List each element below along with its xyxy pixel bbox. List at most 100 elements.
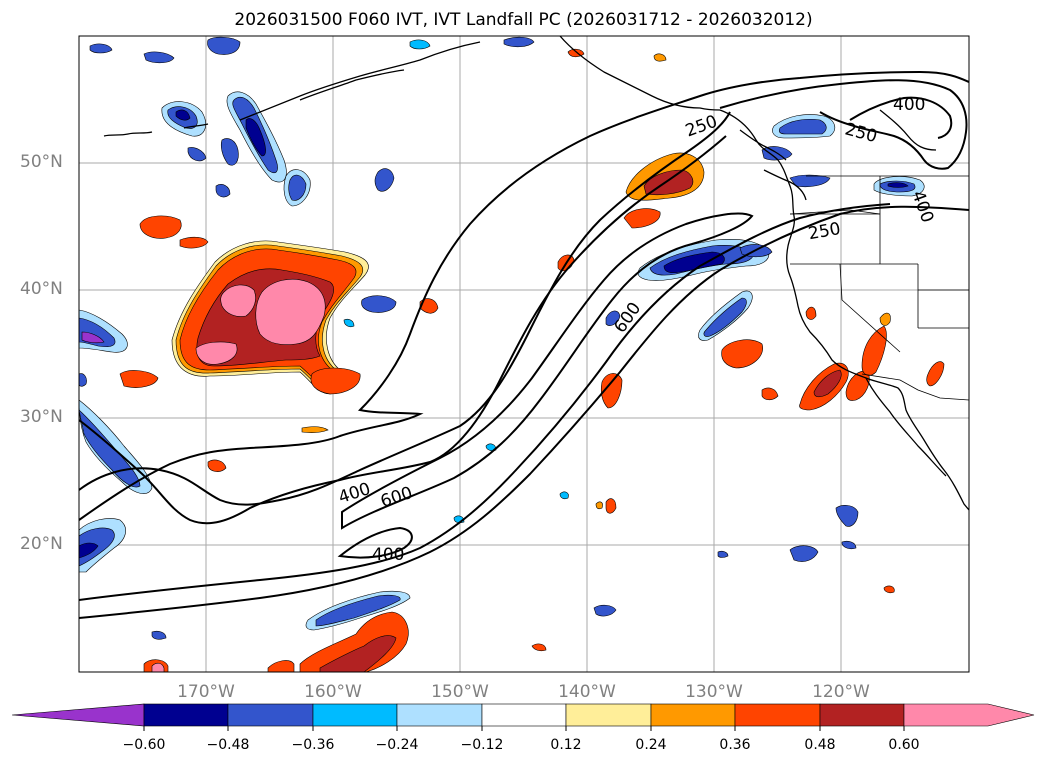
contour-250-outer bbox=[79, 205, 969, 619]
coastlines bbox=[103, 36, 969, 511]
graticule bbox=[79, 36, 969, 672]
warm-blob-ca-1-red bbox=[813, 369, 842, 398]
contour-250-west bbox=[79, 135, 727, 525]
cool-blob-top-2 bbox=[143, 51, 175, 64]
warm-blob-gulf-2 bbox=[623, 208, 661, 229]
cool-blob-s-6 bbox=[717, 550, 729, 558]
warm-blob-large-pink-1 bbox=[255, 279, 326, 345]
state-border-wa-or bbox=[789, 209, 881, 215]
coastline-islands-1 bbox=[103, 131, 153, 137]
negative-anomalies bbox=[79, 36, 925, 640]
coastline-alaska bbox=[559, 36, 721, 111]
cool-blob-nw-3-blue bbox=[288, 174, 307, 201]
colorbar-extend-high bbox=[903, 703, 1035, 727]
colorbar-label-2: −0.48 bbox=[206, 737, 250, 753]
colorbar-label-5: −0.12 bbox=[460, 737, 504, 753]
coastline-alaska-inner bbox=[299, 69, 405, 101]
warm-blob-w4 bbox=[310, 367, 361, 395]
cool-blob-c-2-blue bbox=[703, 297, 747, 337]
cool-blob-nw-7 bbox=[374, 168, 395, 192]
colorbar-extend-low bbox=[11, 703, 145, 727]
cool-blob-s-7 bbox=[841, 540, 857, 550]
warm-blob-ca-4 bbox=[926, 361, 945, 387]
coastline-vancouver bbox=[763, 169, 807, 201]
colorbar-label-3: −0.36 bbox=[291, 737, 335, 753]
cool-blob-nw-1-navy bbox=[245, 118, 266, 157]
coastline-bc-islands bbox=[739, 129, 787, 161]
cool-blob-s-9 bbox=[559, 491, 569, 500]
cool-blob-w-3-navy bbox=[79, 542, 99, 559]
colorbar-swatch-4 bbox=[396, 703, 483, 727]
warm-blob-s5 bbox=[605, 498, 617, 514]
cool-blob-w-2-blue bbox=[79, 409, 141, 488]
warm-blob-large-pink-2 bbox=[220, 284, 256, 317]
positive-anomalies bbox=[119, 48, 945, 672]
lon-label-170w: 170°W bbox=[177, 682, 235, 702]
map-frame bbox=[78, 35, 970, 673]
state-borders bbox=[790, 176, 969, 353]
contour-250-ne bbox=[719, 79, 968, 170]
warm-blob-s2 bbox=[267, 660, 295, 672]
border-us-mexico bbox=[861, 373, 969, 401]
lon-label-150w: 150°W bbox=[431, 682, 489, 702]
cool-blob-s-4 bbox=[593, 604, 617, 617]
cool-blob-nw-5 bbox=[187, 147, 207, 162]
colorbar-swatch-6 bbox=[565, 703, 652, 727]
warm-blob-w1 bbox=[139, 215, 182, 239]
coastline-baja bbox=[865, 377, 947, 477]
warm-blob-w7 bbox=[419, 298, 439, 314]
colorbar bbox=[11, 703, 1035, 731]
contour-600-inner bbox=[341, 212, 754, 530]
warm-blob-mid-3 bbox=[721, 339, 763, 369]
colorbar-ticks bbox=[143, 726, 905, 731]
colorbar-swatch-2 bbox=[227, 703, 314, 727]
cool-blob-bc-4 bbox=[789, 174, 831, 188]
cool-blob-center-navy bbox=[663, 251, 725, 274]
warm-blob-top-2 bbox=[653, 53, 667, 62]
lon-label-140w: 140°W bbox=[558, 682, 616, 702]
warm-blob-s4 bbox=[531, 643, 547, 652]
colorbar-label-4: −0.24 bbox=[375, 737, 419, 753]
chart-title: 2026031500 F060 IVT, IVT Landfall PC (20… bbox=[234, 10, 813, 30]
warm-blob-large-pink-3 bbox=[195, 341, 238, 365]
coastline-islands-2 bbox=[183, 123, 209, 129]
lon-label-120w: 120°W bbox=[812, 682, 870, 702]
contour-400-west bbox=[79, 70, 969, 521]
cool-blob-w-5 bbox=[361, 295, 397, 313]
warm-blob-w2 bbox=[179, 236, 209, 249]
lon-label-160w: 160°W bbox=[304, 682, 362, 702]
cool-blob-w-6 bbox=[343, 318, 355, 328]
coastline-hudson bbox=[879, 109, 937, 151]
cool-blob-c-3 bbox=[605, 310, 621, 326]
colorbar-label-10: 0.60 bbox=[888, 737, 920, 753]
warm-blob-s7 bbox=[883, 585, 895, 594]
contour-400-west-inner bbox=[79, 111, 731, 506]
cool-blob-nw-4 bbox=[220, 138, 239, 166]
cool-blob-w-1-purple bbox=[81, 331, 105, 344]
coastline-north-america bbox=[719, 109, 969, 511]
lat-label-50n: 50°N bbox=[20, 152, 63, 172]
lon-label-130w: 130°W bbox=[685, 682, 743, 702]
warm-blob-w6 bbox=[207, 459, 227, 472]
ivt-contours bbox=[79, 70, 969, 619]
lat-label-40n: 40°N bbox=[20, 279, 63, 299]
warm-blob-s1-red bbox=[319, 635, 397, 672]
lat-label-20n: 20°N bbox=[20, 534, 63, 554]
contour-label-ne-400: 400 bbox=[893, 95, 925, 115]
contour-400-small-loop bbox=[337, 526, 413, 559]
warm-blob-ca-2 bbox=[845, 370, 870, 401]
colorbar-swatch-1 bbox=[143, 703, 229, 727]
warm-blob-mid-4 bbox=[761, 387, 779, 401]
colorbar-label-7: 0.24 bbox=[635, 737, 667, 753]
cool-blob-bc-1-blue bbox=[778, 118, 827, 135]
colorbar-label-8: 0.36 bbox=[719, 737, 751, 753]
contour-400-outer bbox=[79, 203, 891, 601]
cool-blob-w-2 bbox=[79, 399, 153, 494]
cool-blob-s-2 bbox=[789, 545, 819, 562]
cool-blob-bc-3-navy bbox=[887, 182, 909, 188]
colorbar-swatch-7 bbox=[650, 703, 736, 727]
contour-label-south-400: 400 bbox=[372, 545, 404, 565]
warm-blob-s3-pink bbox=[151, 662, 165, 672]
coastline-aleutians bbox=[239, 41, 481, 121]
